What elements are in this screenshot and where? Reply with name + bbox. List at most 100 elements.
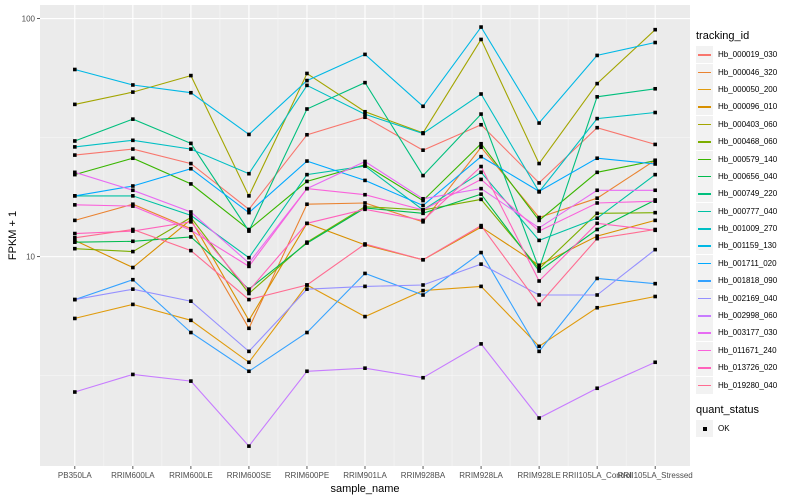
legend-key [696,341,713,359]
data-point [131,277,135,282]
data-point [479,37,483,42]
line-swatch-icon [698,54,711,56]
data-point [653,218,657,223]
line-swatch-icon [698,384,711,387]
legend-label: Hb_000096_010 [718,102,778,112]
legend-label: Hb_002169_040 [718,293,778,303]
data-point [537,189,541,194]
data-point [189,141,193,146]
legend-key [696,289,713,307]
data-point [363,271,367,276]
data-point [595,216,599,221]
legend-label: Hb_000777_040 [718,206,778,216]
legend-title-quant-status: quant_status [696,404,759,416]
legend-key [696,150,713,168]
data-point [131,184,135,188]
data-point [131,265,135,270]
data-point [189,161,193,166]
data-point [189,318,193,323]
data-point [73,297,77,302]
data-point [653,227,657,232]
data-point [653,294,657,299]
legend-label: Hb_001818_090 [718,276,778,286]
data-point [479,250,483,255]
y-tick-label: 10 [26,253,35,262]
data-point [189,182,193,186]
data-point [363,284,367,289]
data-point [537,181,541,185]
x-tick-label: RRIM600LE [169,471,213,480]
data-point [73,170,77,175]
data-point [421,173,425,178]
legend-key [696,63,713,81]
line-swatch-icon [698,193,711,195]
data-point [247,264,251,269]
legend-item: Hb_002998_060 [692,307,800,325]
x-tick-label: RRII105LA_Stressed [618,471,693,480]
data-point [537,349,541,354]
data-point [247,255,251,260]
data-point [595,201,599,205]
data-point [305,283,309,287]
data-point [479,197,483,202]
legend-key [696,115,713,133]
data-point [305,159,309,163]
data-point [595,125,599,130]
legend-key [696,80,713,98]
data-point [421,218,425,223]
data-point [595,221,599,226]
data-point [189,213,193,218]
data-point [653,86,657,91]
data-point [363,112,367,117]
legend-item: Hb_001159_130 [692,237,800,255]
legend-key [696,237,713,255]
data-point [305,83,309,88]
line-swatch-icon [698,141,711,143]
data-point [537,266,541,271]
data-point [479,154,483,159]
data-point [305,78,309,83]
data-point [73,218,77,223]
data-point [305,179,309,184]
data-point [73,316,77,321]
data-point [595,386,599,391]
data-point [421,148,425,152]
legend-label-ok: OK [718,424,730,434]
data-point [73,67,77,72]
legend-item: Hb_000403_060 [692,115,800,133]
line-swatch-icon [698,175,711,178]
data-point [305,71,309,76]
data-point [131,202,135,207]
data-point [363,52,367,57]
legend-key [696,185,713,203]
data-point [131,372,135,377]
line-swatch-icon [698,262,711,265]
data-point [479,92,483,96]
legend-key [696,376,713,394]
data-point [421,208,425,212]
legend-label: Hb_000403_060 [718,119,778,129]
data-point [595,227,599,232]
data-point [363,366,367,370]
legend-item: Hb_011671_240 [692,341,800,359]
data-point [595,156,599,161]
data-point [73,172,77,177]
data-point [479,112,483,116]
line-swatch-icon [698,280,711,282]
legend-item: Hb_000777_040 [692,202,800,220]
legend-label: Hb_000468_060 [718,137,778,147]
data-point [363,242,367,246]
gridlines [40,5,690,466]
data-point [421,203,425,208]
data-point [421,211,425,216]
data-point [305,330,309,335]
data-point [363,207,367,212]
data-point [247,261,251,265]
data-point [131,194,135,198]
series-points [73,25,657,448]
data-point [305,287,309,291]
legend-label: Hb_000019_030 [718,50,778,60]
legend-item: Hb_001818_090 [692,272,800,290]
data-point [189,235,193,239]
data-point [653,162,657,166]
